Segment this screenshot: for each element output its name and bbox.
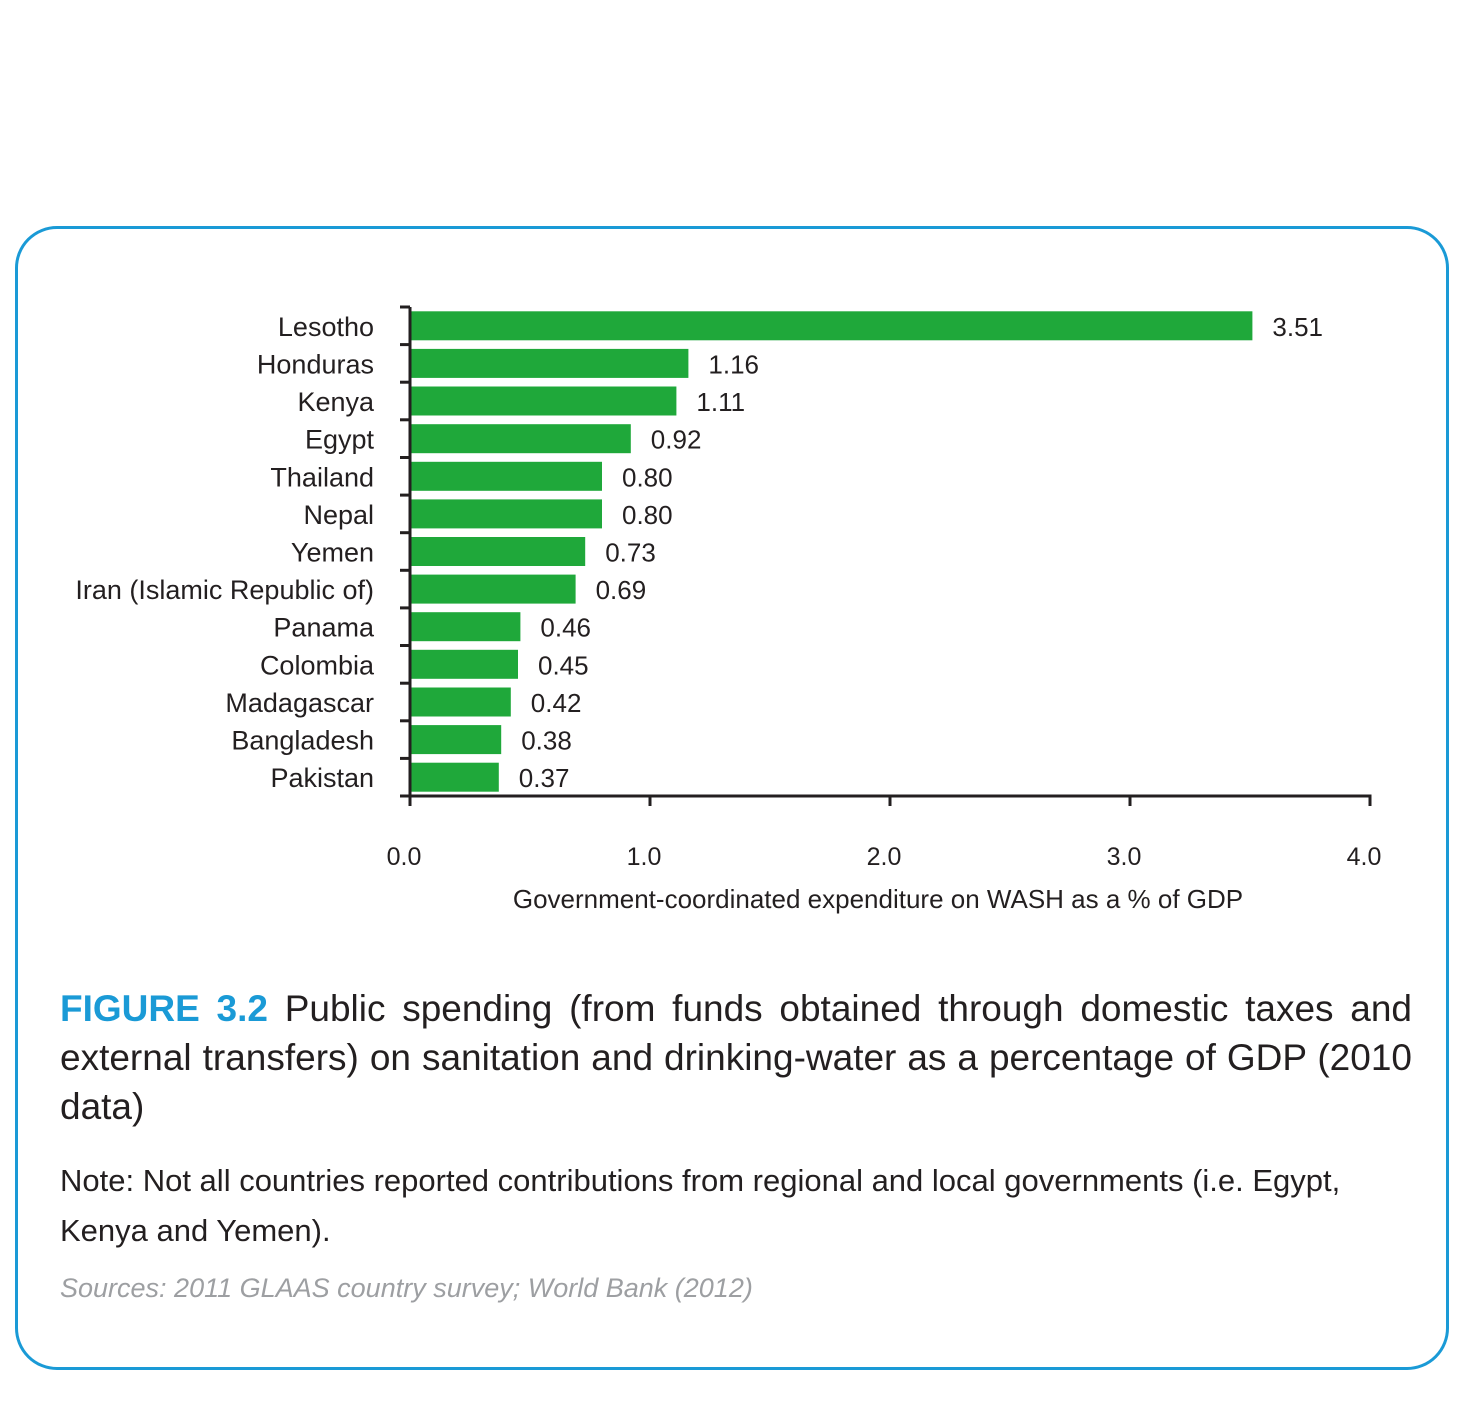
data-label: 0.69 [596,575,647,605]
bar [411,762,499,792]
category-label: Kenya [297,387,375,417]
category-label: Iran (Islamic Republic of) [75,575,374,605]
bar [411,537,586,566]
x-tick-label: 2.0 [867,843,902,871]
bar [411,348,689,378]
data-label: 0.37 [519,763,570,793]
bar [411,424,631,454]
data-label: 0.80 [622,462,673,492]
figure-label: FIGURE 3.2 [60,988,268,1029]
data-label: 0.46 [540,613,591,643]
data-label: 0.92 [651,425,702,455]
data-label: 1.11 [696,387,745,417]
x-tick-label: 4.0 [1347,843,1382,871]
x-tick-label: 1.0 [627,843,662,871]
x-axis-title: Government-coordinated expenditure on WA… [513,884,1243,914]
category-label: Yemen [291,538,374,568]
bar [411,574,576,604]
category-label: Colombia [260,650,375,680]
category-label: Madagascar [225,688,374,718]
data-label: 0.45 [538,650,589,680]
data-label: 0.80 [622,500,673,530]
data-label: 1.16 [708,349,759,379]
bar [411,687,511,717]
figure-sources: Sources: 2011 GLAAS country survey; Worl… [60,1273,753,1303]
bar [411,461,602,491]
bar [411,311,1253,341]
bar [411,649,518,679]
category-label: Honduras [257,349,374,379]
data-label: 3.51 [1272,312,1323,342]
x-tick-label: 0.0 [387,843,422,871]
figure-caption: FIGURE 3.2 Public spending (from funds o… [60,984,1412,1131]
category-label: Lesotho [278,312,374,342]
category-label: Bangladesh [231,726,374,756]
bar [411,499,602,529]
bar [411,725,502,755]
figure-caption-text: Public spending (from funds obtained thr… [60,988,1412,1127]
bar [411,612,521,642]
category-label: Panama [273,613,375,643]
data-label: 0.38 [521,726,572,756]
bar [411,386,677,416]
data-label: 0.73 [605,538,656,568]
data-label: 0.42 [531,688,582,718]
category-label: Thailand [270,462,374,492]
bar-chart: 3.51 Lesotho 1.16 Honduras 1.11 Kenya 0.92 Egyp… [75,305,1382,914]
x-tick-label: 3.0 [1107,843,1142,871]
category-label: Nepal [303,500,374,530]
category-label: Egypt [305,425,375,455]
category-label: Pakistan [270,763,374,793]
figure-note: Note: Not all countries reported contrib… [60,1163,1341,1248]
figure-frame [15,226,1449,1370]
